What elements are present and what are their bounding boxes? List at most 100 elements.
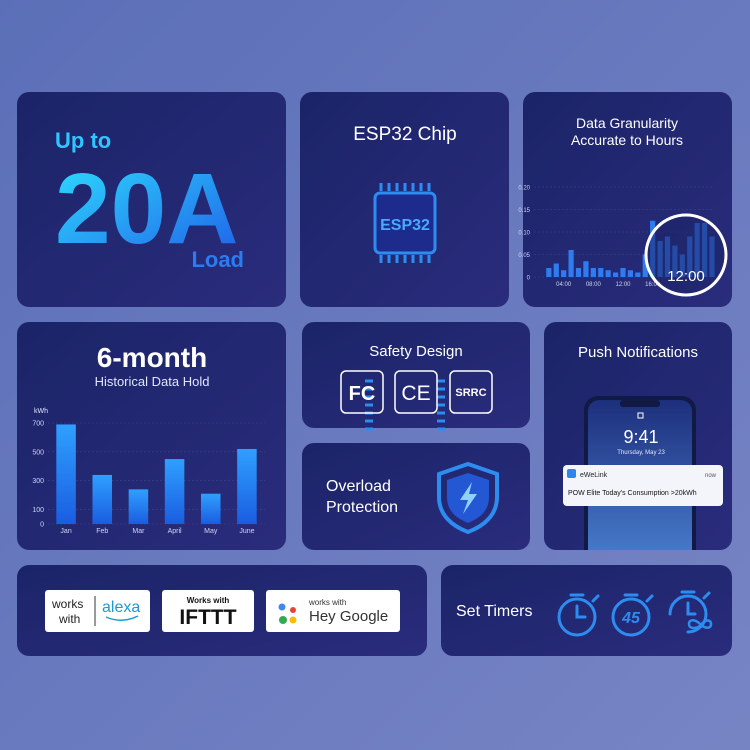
card-title: Push Notifications <box>578 344 698 361</box>
chip-body <box>373 191 437 255</box>
card-subtitle: Historical Data Hold <box>95 374 210 389</box>
x-tick-label: April <box>168 528 182 535</box>
bar <box>553 263 559 277</box>
card <box>17 92 286 307</box>
timer <box>668 594 708 634</box>
y-tick-label: 700 <box>32 421 44 428</box>
y-tick-label: 0 <box>40 522 44 529</box>
x-tick-label: 16:00 <box>645 282 661 288</box>
x-tick-label: 12:00 <box>615 282 631 288</box>
cards <box>17 92 732 656</box>
badge-frame <box>340 370 384 414</box>
y-unit: kWh <box>34 408 48 415</box>
timer <box>557 597 597 637</box>
card-title: Safety Design <box>369 343 462 360</box>
notification <box>563 465 723 506</box>
bar <box>568 250 574 277</box>
bar <box>583 261 589 277</box>
notification-time: now <box>705 473 717 479</box>
shield-outline <box>437 461 499 535</box>
infinity <box>687 619 713 630</box>
bar <box>620 268 626 277</box>
dot <box>279 616 287 624</box>
card-title: Overload <box>326 478 391 495</box>
countdown: 45 <box>621 610 641 627</box>
chip-title: ESP32 Chip <box>353 124 457 145</box>
x-tick-label: 04:00 <box>556 282 572 288</box>
timer <box>611 597 651 637</box>
timer-icons <box>557 590 713 637</box>
badge-fc: FC <box>349 383 376 405</box>
card-title: Accurate to Hours <box>571 132 683 148</box>
lock <box>637 412 644 419</box>
timer-arrow <box>591 594 600 603</box>
y-tick-label: 0.10 <box>518 231 530 237</box>
timer-hands <box>575 604 587 619</box>
badge-text: works with <box>308 598 346 607</box>
bar <box>546 268 552 277</box>
alexa-logo: alexa <box>102 599 140 616</box>
bar <box>56 424 76 524</box>
load-suffix: Load <box>191 247 244 272</box>
timer-arrow <box>645 594 654 603</box>
bar <box>237 448 257 524</box>
load-value: 20A <box>55 153 238 265</box>
x-tick-label: Mar <box>132 528 145 535</box>
y-tick-label: 0.15 <box>518 208 530 214</box>
history-chart: 0 100 300 500 700 Jan Feb Mar April May June <box>32 421 265 535</box>
card <box>17 322 286 550</box>
badge-frame <box>394 370 438 414</box>
app-icon <box>567 469 576 478</box>
card <box>441 565 732 656</box>
y-tick-label: 0.20 <box>518 186 530 192</box>
bar <box>575 268 582 277</box>
card <box>302 322 530 428</box>
bar <box>605 270 611 277</box>
google-logo: Hey Google <box>309 608 388 625</box>
card-title: Set Timers <box>456 603 532 620</box>
x-tick-label: June <box>239 528 254 535</box>
bar <box>627 270 634 277</box>
dot <box>278 603 286 611</box>
bar <box>164 459 185 524</box>
chip-icon <box>365 183 445 431</box>
google-badge <box>266 590 400 632</box>
badge-srrc: SRRC <box>455 387 486 399</box>
shield-icon <box>437 461 499 535</box>
bar <box>642 254 648 277</box>
badges <box>340 370 493 414</box>
magnifier <box>644 213 728 297</box>
bar <box>590 268 596 277</box>
ifttt-badge <box>162 590 254 632</box>
load-prefix: Up to <box>55 128 111 153</box>
timer-arrow <box>702 591 711 600</box>
card-title: Protection <box>326 499 398 516</box>
bolt <box>460 482 477 514</box>
x-tick-label: 08:00 <box>586 282 602 288</box>
bar <box>561 270 567 277</box>
card-title: Data Granularity <box>576 115 678 131</box>
bar <box>128 489 149 524</box>
app-name: eWeLink <box>580 472 608 479</box>
y-tick-label: 0 <box>527 276 531 282</box>
badge-ce: CE <box>401 382 430 405</box>
x-tick-label: May <box>204 528 218 535</box>
dot <box>290 607 296 613</box>
card-title: 6-month <box>97 342 207 373</box>
y-tick-label: 300 <box>32 478 44 485</box>
bar <box>635 272 641 277</box>
bar <box>598 268 604 277</box>
x-tick-label: Jan <box>60 528 71 535</box>
y-tick-label: 500 <box>32 449 44 456</box>
phone-time: 9:41 <box>623 427 658 447</box>
y-tick-label: 0.05 <box>518 253 530 259</box>
bar <box>92 474 113 524</box>
magnifier-label: 12:00 <box>667 268 705 285</box>
chip-label: ESP32 <box>380 217 430 234</box>
badge-text: Works with <box>187 596 230 605</box>
y-tick-label: 100 <box>32 507 44 514</box>
badge-text: with <box>58 612 80 626</box>
card <box>302 443 530 550</box>
bar <box>612 272 619 277</box>
